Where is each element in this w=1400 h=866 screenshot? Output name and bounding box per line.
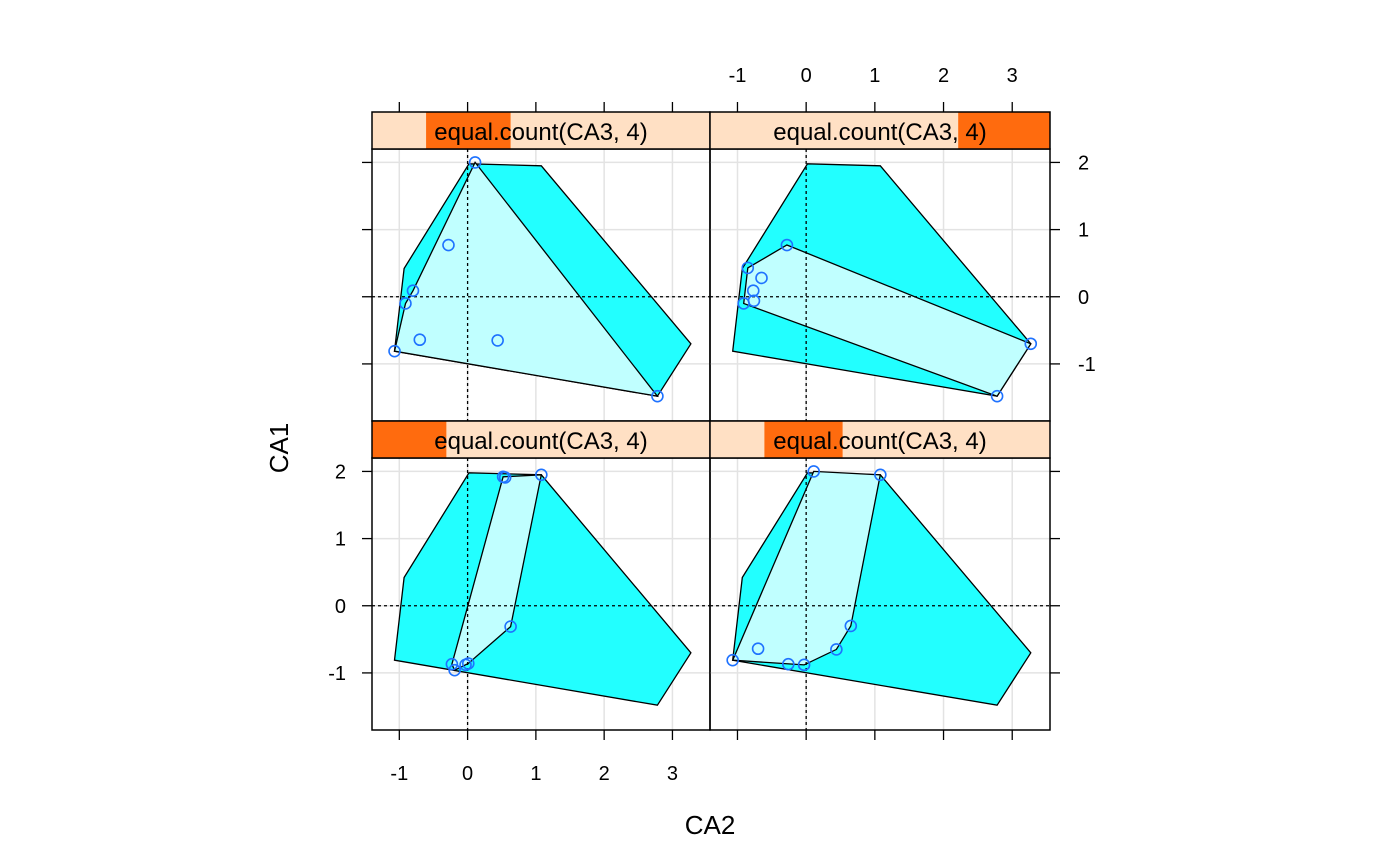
x-tick-label-top: 0 — [801, 65, 812, 87]
strip-shingle-indicator — [426, 112, 511, 149]
data-point — [874, 468, 887, 482]
data-point — [468, 156, 482, 169]
data-point — [406, 284, 420, 298]
panels-layer: equal.count(CA3, 4) equal.count(CA3, 4) eq… — [328, 65, 1096, 785]
x-tick-label-bottom: -1 — [390, 763, 408, 785]
strip-shingle-indicator — [764, 421, 843, 458]
x-tick-label-top: 1 — [869, 65, 880, 87]
strip-border — [709, 420, 1051, 459]
panel-1: equal.count(CA3, 4) — [371, 111, 711, 422]
panel-3: equal.count(CA3, 4) — [371, 420, 711, 731]
data-point — [844, 619, 858, 633]
data-point — [830, 643, 843, 656]
y-tick-label-left: 0 — [335, 596, 346, 618]
y-tick-label-left: -1 — [328, 663, 346, 685]
x-axis-label: CA2 — [685, 810, 736, 840]
x-tick-label-bottom: 3 — [667, 763, 678, 785]
panel-content — [710, 458, 1050, 730]
data-point — [651, 389, 664, 403]
panel-content — [372, 458, 710, 730]
y-tick-label-left: 2 — [335, 461, 346, 483]
data-point — [751, 642, 765, 656]
strip-1: equal.count(CA3, 4) — [371, 111, 711, 150]
axes: -1 0 1 2 3 -1 0 1 2 3 -1 0 1 2 -1 0 1 2 — [328, 65, 1096, 785]
y-tick-label-right: -1 — [1078, 354, 1096, 376]
data-point — [445, 657, 459, 671]
data-point — [807, 465, 821, 478]
x-tick-label-top: 3 — [1007, 65, 1018, 87]
hull-subset — [451, 474, 543, 672]
strip-label: equal.count(CA3, 4) — [773, 119, 986, 146]
data-point — [737, 297, 750, 310]
data-point — [442, 238, 455, 252]
panel-2: equal.count(CA3, 4) — [709, 111, 1051, 422]
data-point — [498, 471, 512, 484]
y-tick-label-right: 2 — [1078, 152, 1089, 174]
x-tick-label-bottom: 2 — [599, 763, 610, 785]
x-tick-label-top: -1 — [729, 65, 747, 87]
strip-4: equal.count(CA3, 4) — [709, 420, 1051, 459]
strip-shingle-indicator — [958, 112, 1050, 149]
y-tick-label-right: 1 — [1078, 220, 1089, 242]
hull-subset — [393, 161, 659, 398]
data-point — [399, 297, 412, 310]
strip-shingle-indicator — [372, 421, 447, 458]
panel-content — [372, 149, 710, 421]
strip-label: equal.count(CA3, 4) — [434, 428, 647, 455]
data-point — [797, 658, 811, 672]
data-point — [413, 333, 427, 347]
x-tick-label-bottom: 1 — [530, 763, 541, 785]
data-point — [1024, 337, 1038, 351]
data-point — [461, 657, 475, 670]
strip-border — [709, 111, 1051, 150]
data-point — [990, 389, 1004, 403]
data-point — [741, 261, 755, 275]
data-point — [504, 620, 517, 633]
strip-3: equal.count(CA3, 4) — [371, 420, 711, 459]
data-point — [491, 334, 504, 347]
hull-all-data — [393, 472, 692, 706]
data-point — [535, 468, 548, 482]
data-point — [726, 653, 739, 667]
strip-2: equal.count(CA3, 4) — [709, 111, 1051, 150]
strip-label: equal.count(CA3, 4) — [434, 119, 647, 146]
data-point — [448, 663, 461, 677]
x-tick-label-bottom: 0 — [462, 763, 473, 785]
y-tick-label-right: 0 — [1078, 287, 1089, 309]
data-point — [782, 657, 795, 671]
x-tick-label-top: 2 — [938, 65, 949, 87]
strip-label: equal.count(CA3, 4) — [773, 428, 986, 455]
panel-4: equal.count(CA3, 4) — [709, 420, 1051, 731]
y-tick-label-left: 1 — [335, 529, 346, 551]
data-point — [746, 284, 760, 298]
data-point — [388, 344, 401, 358]
data-point — [780, 238, 794, 252]
data-point — [755, 271, 768, 285]
y-axis-label: CA1 — [264, 423, 294, 474]
panel-content — [710, 149, 1050, 421]
